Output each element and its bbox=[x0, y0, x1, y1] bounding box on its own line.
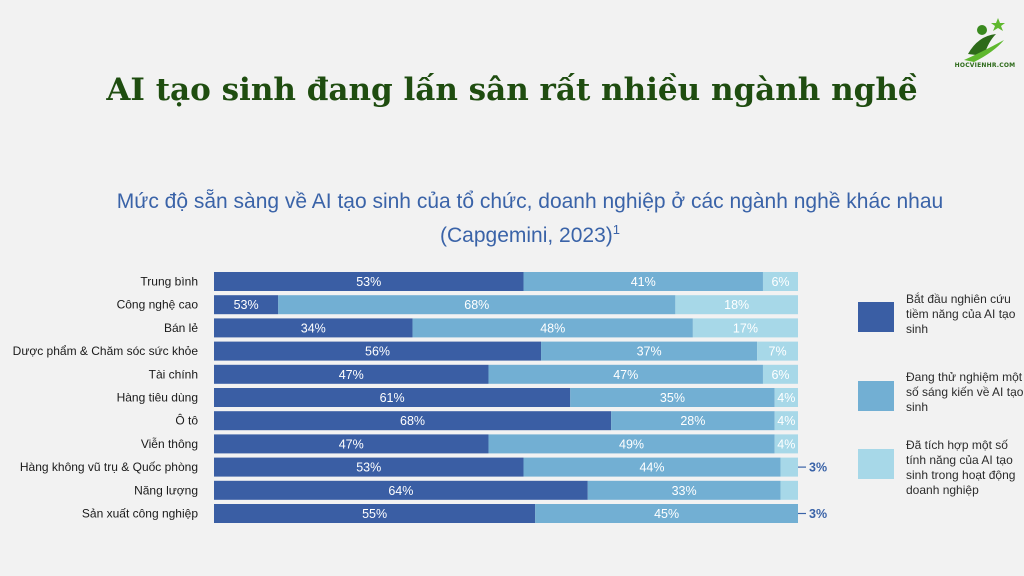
data-label: 41% bbox=[631, 275, 656, 289]
data-label: 4% bbox=[777, 391, 795, 405]
data-label: 47% bbox=[613, 368, 638, 382]
bar-segment bbox=[535, 504, 798, 523]
bar-segment bbox=[214, 272, 524, 291]
bar-segment bbox=[214, 364, 489, 384]
data-label: 47% bbox=[339, 437, 364, 451]
hocvienhr-logo bbox=[958, 16, 1014, 72]
data-label: 61% bbox=[380, 391, 405, 405]
category-label: Năng lượng bbox=[134, 483, 198, 497]
data-label: 18% bbox=[724, 298, 749, 312]
data-label: 37% bbox=[637, 345, 662, 359]
bar-segment bbox=[278, 295, 676, 315]
callout-label: 3% bbox=[809, 461, 827, 475]
bar-segment bbox=[214, 388, 571, 407]
bar-segment bbox=[214, 295, 279, 315]
data-label: 47% bbox=[339, 368, 364, 382]
category-label: Ô tô bbox=[175, 413, 198, 428]
data-label: 45% bbox=[654, 507, 679, 521]
bar-segment bbox=[214, 480, 588, 500]
bar-segment bbox=[488, 434, 775, 454]
data-label: 53% bbox=[234, 298, 259, 312]
category-label: Hàng tiêu dùng bbox=[117, 391, 198, 405]
legend-label: Đang thử nghiệm một số sáng kiến về AI t… bbox=[906, 370, 1024, 414]
bar-segment bbox=[692, 318, 798, 338]
chart-title: Mức độ sẵn sàng về AI tạo sinh của tổ ch… bbox=[60, 188, 1000, 250]
bar-segment bbox=[488, 364, 763, 384]
legend-swatch bbox=[858, 449, 894, 479]
data-label: 4% bbox=[777, 437, 795, 451]
chart-subtitle-text: (Capgemini, 2023) bbox=[440, 224, 613, 247]
data-label: 6% bbox=[771, 368, 789, 382]
bar-segment bbox=[412, 318, 693, 338]
bar-segment bbox=[214, 411, 612, 431]
category-label: Hàng không vũ trụ & Quốc phòng bbox=[20, 460, 198, 474]
data-label: 7% bbox=[769, 345, 787, 359]
bar-segment bbox=[541, 341, 758, 361]
data-label: 44% bbox=[639, 461, 664, 475]
data-label: 68% bbox=[464, 298, 489, 312]
bar-segment bbox=[774, 411, 798, 431]
data-label: 64% bbox=[388, 484, 413, 498]
category-label: Tài chính bbox=[149, 367, 198, 381]
bar-segment bbox=[214, 457, 524, 477]
bar-segment bbox=[523, 457, 781, 477]
data-label: 48% bbox=[540, 321, 565, 335]
data-label: 17% bbox=[733, 321, 758, 335]
category-label: Viễn thông bbox=[141, 436, 198, 451]
data-label: 28% bbox=[680, 414, 705, 428]
bar-segment bbox=[762, 364, 798, 384]
data-label: 4% bbox=[777, 414, 795, 428]
bar-segment bbox=[757, 341, 798, 361]
data-label: 34% bbox=[301, 321, 326, 335]
bar-segment bbox=[762, 272, 798, 291]
bar-segment bbox=[214, 504, 536, 523]
category-label: Dược phẩm & Chăm sóc sức khỏe bbox=[13, 344, 199, 358]
chart-subtitle: (Capgemini, 2023)1 bbox=[60, 216, 1000, 250]
legend-swatch bbox=[858, 381, 894, 411]
bar-segment bbox=[523, 272, 763, 291]
bar-segment bbox=[214, 318, 413, 338]
data-label: 53% bbox=[356, 461, 381, 475]
bar-segment bbox=[214, 341, 542, 361]
bar-segment bbox=[780, 480, 798, 500]
category-label: Công nghệ cao bbox=[117, 298, 199, 312]
legend-swatch bbox=[858, 302, 894, 332]
category-label: Sản xuất công nghiệp bbox=[82, 507, 198, 521]
data-label: 33% bbox=[672, 484, 697, 498]
chart-title-text: Mức độ sẵn sàng về AI tạo sinh của tổ ch… bbox=[116, 190, 944, 213]
page-title: AI tạo sinh đang lấn sân rất nhiều ngành… bbox=[106, 72, 918, 108]
category-label: Bán lẻ bbox=[164, 321, 198, 335]
data-label: 35% bbox=[660, 391, 685, 405]
bar-segment bbox=[587, 480, 781, 500]
legend-label: Đã tích hợp một số tính năng của AI tạo … bbox=[906, 438, 1016, 497]
bar-segment bbox=[611, 411, 775, 431]
data-label: 49% bbox=[619, 437, 644, 451]
data-label: 55% bbox=[362, 507, 387, 521]
data-label: 6% bbox=[771, 275, 789, 289]
bar-segment bbox=[675, 295, 798, 315]
callout-label: 3% bbox=[809, 507, 827, 521]
data-label: 68% bbox=[400, 414, 425, 428]
logo-text: HOCVIENHR.COM bbox=[954, 62, 1016, 69]
star-icon bbox=[991, 18, 1005, 31]
bar-segment bbox=[774, 388, 798, 407]
data-label: 56% bbox=[365, 345, 390, 359]
chart-footnote-marker: 1 bbox=[612, 222, 620, 237]
bar-segment bbox=[774, 434, 798, 454]
bar-segment bbox=[780, 457, 798, 477]
bar-segment bbox=[214, 434, 489, 454]
bar-segment bbox=[570, 388, 775, 407]
data-label: 53% bbox=[356, 275, 381, 289]
category-label: Trung bình bbox=[140, 275, 198, 289]
legend-label: Bắt đầu nghiên cứu tiềm năng của AI tạo … bbox=[906, 292, 1016, 336]
